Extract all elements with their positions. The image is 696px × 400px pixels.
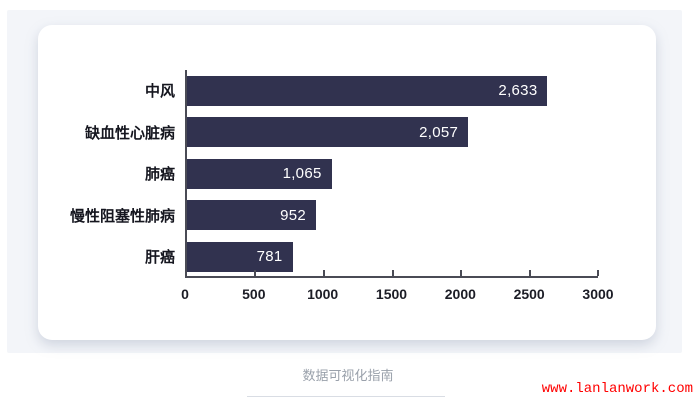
bar-track: 1,065 [185, 153, 598, 195]
bar-value-label: 2,057 [419, 123, 459, 141]
category-label: 中风 [144, 83, 175, 101]
x-axis-tick-label: 2000 [444, 286, 476, 302]
x-axis-tick-label: 0 [181, 286, 189, 302]
bar-chart: 中风 2,633 缺血性心脏病 2,057 肺癌 1,065 慢性阻塞性肺病 952 肝癌 781… [38, 70, 656, 302]
plot-rows: 中风 2,633 缺血性心脏病 2,057 肺癌 1,065 慢性阻塞性肺病 952 肝癌 781 [38, 70, 656, 278]
chart-row: 缺血性心脏病 2,057 [38, 112, 656, 154]
bar-track: 781 [185, 236, 598, 278]
chart-card: 中风 2,633 缺血性心脏病 2,057 肺癌 1,065 慢性阻塞性肺病 952 肝癌 781… [38, 25, 656, 340]
bar-track: 2,057 [185, 112, 598, 154]
content-panel: 中风 2,633 缺血性心脏病 2,057 肺癌 1,065 慢性阻塞性肺病 952 肝癌 781… [7, 10, 682, 353]
category-label: 肝癌 [144, 249, 175, 267]
bar: 2,633 [185, 75, 548, 106]
bar: 781 [185, 241, 293, 272]
category-label: 肺癌 [144, 166, 175, 184]
x-axis-tick-label: 2500 [513, 286, 545, 302]
bottom-divider [247, 396, 445, 397]
category-label: 慢性阻塞性肺病 [69, 207, 175, 225]
watermark-url: www.lanlanwork.com [541, 381, 693, 397]
bar-value-label: 781 [256, 248, 283, 266]
x-axis-tick-label: 1000 [307, 286, 339, 302]
chart-row: 中风 2,633 [38, 70, 656, 112]
x-axis-tick-label: 1500 [375, 286, 408, 302]
bar: 952 [185, 200, 317, 231]
chart-row: 肺癌 1,065 [38, 153, 656, 195]
x-axis-tick-label: 3000 [582, 286, 614, 302]
chart-row: 肝癌 781 [38, 236, 656, 278]
bar: 1,065 [185, 158, 332, 189]
chart-row: 慢性阻塞性肺病 952 [38, 195, 656, 237]
x-axis-tick-label: 500 [242, 286, 266, 302]
page-caption: 数据可视化指南 [302, 368, 394, 383]
bar-value-label: 952 [280, 206, 307, 224]
bar-track: 952 [185, 195, 598, 237]
bar: 2,057 [185, 117, 469, 148]
bar-track: 2,633 [185, 70, 598, 112]
category-label: 缺血性心脏病 [84, 124, 175, 142]
bar-value-label: 1,065 [282, 165, 322, 183]
bar-value-label: 2,633 [498, 82, 538, 100]
x-axis-tick-labels: 0 500 1000 1500 2000 2500 3000 [181, 286, 613, 304]
